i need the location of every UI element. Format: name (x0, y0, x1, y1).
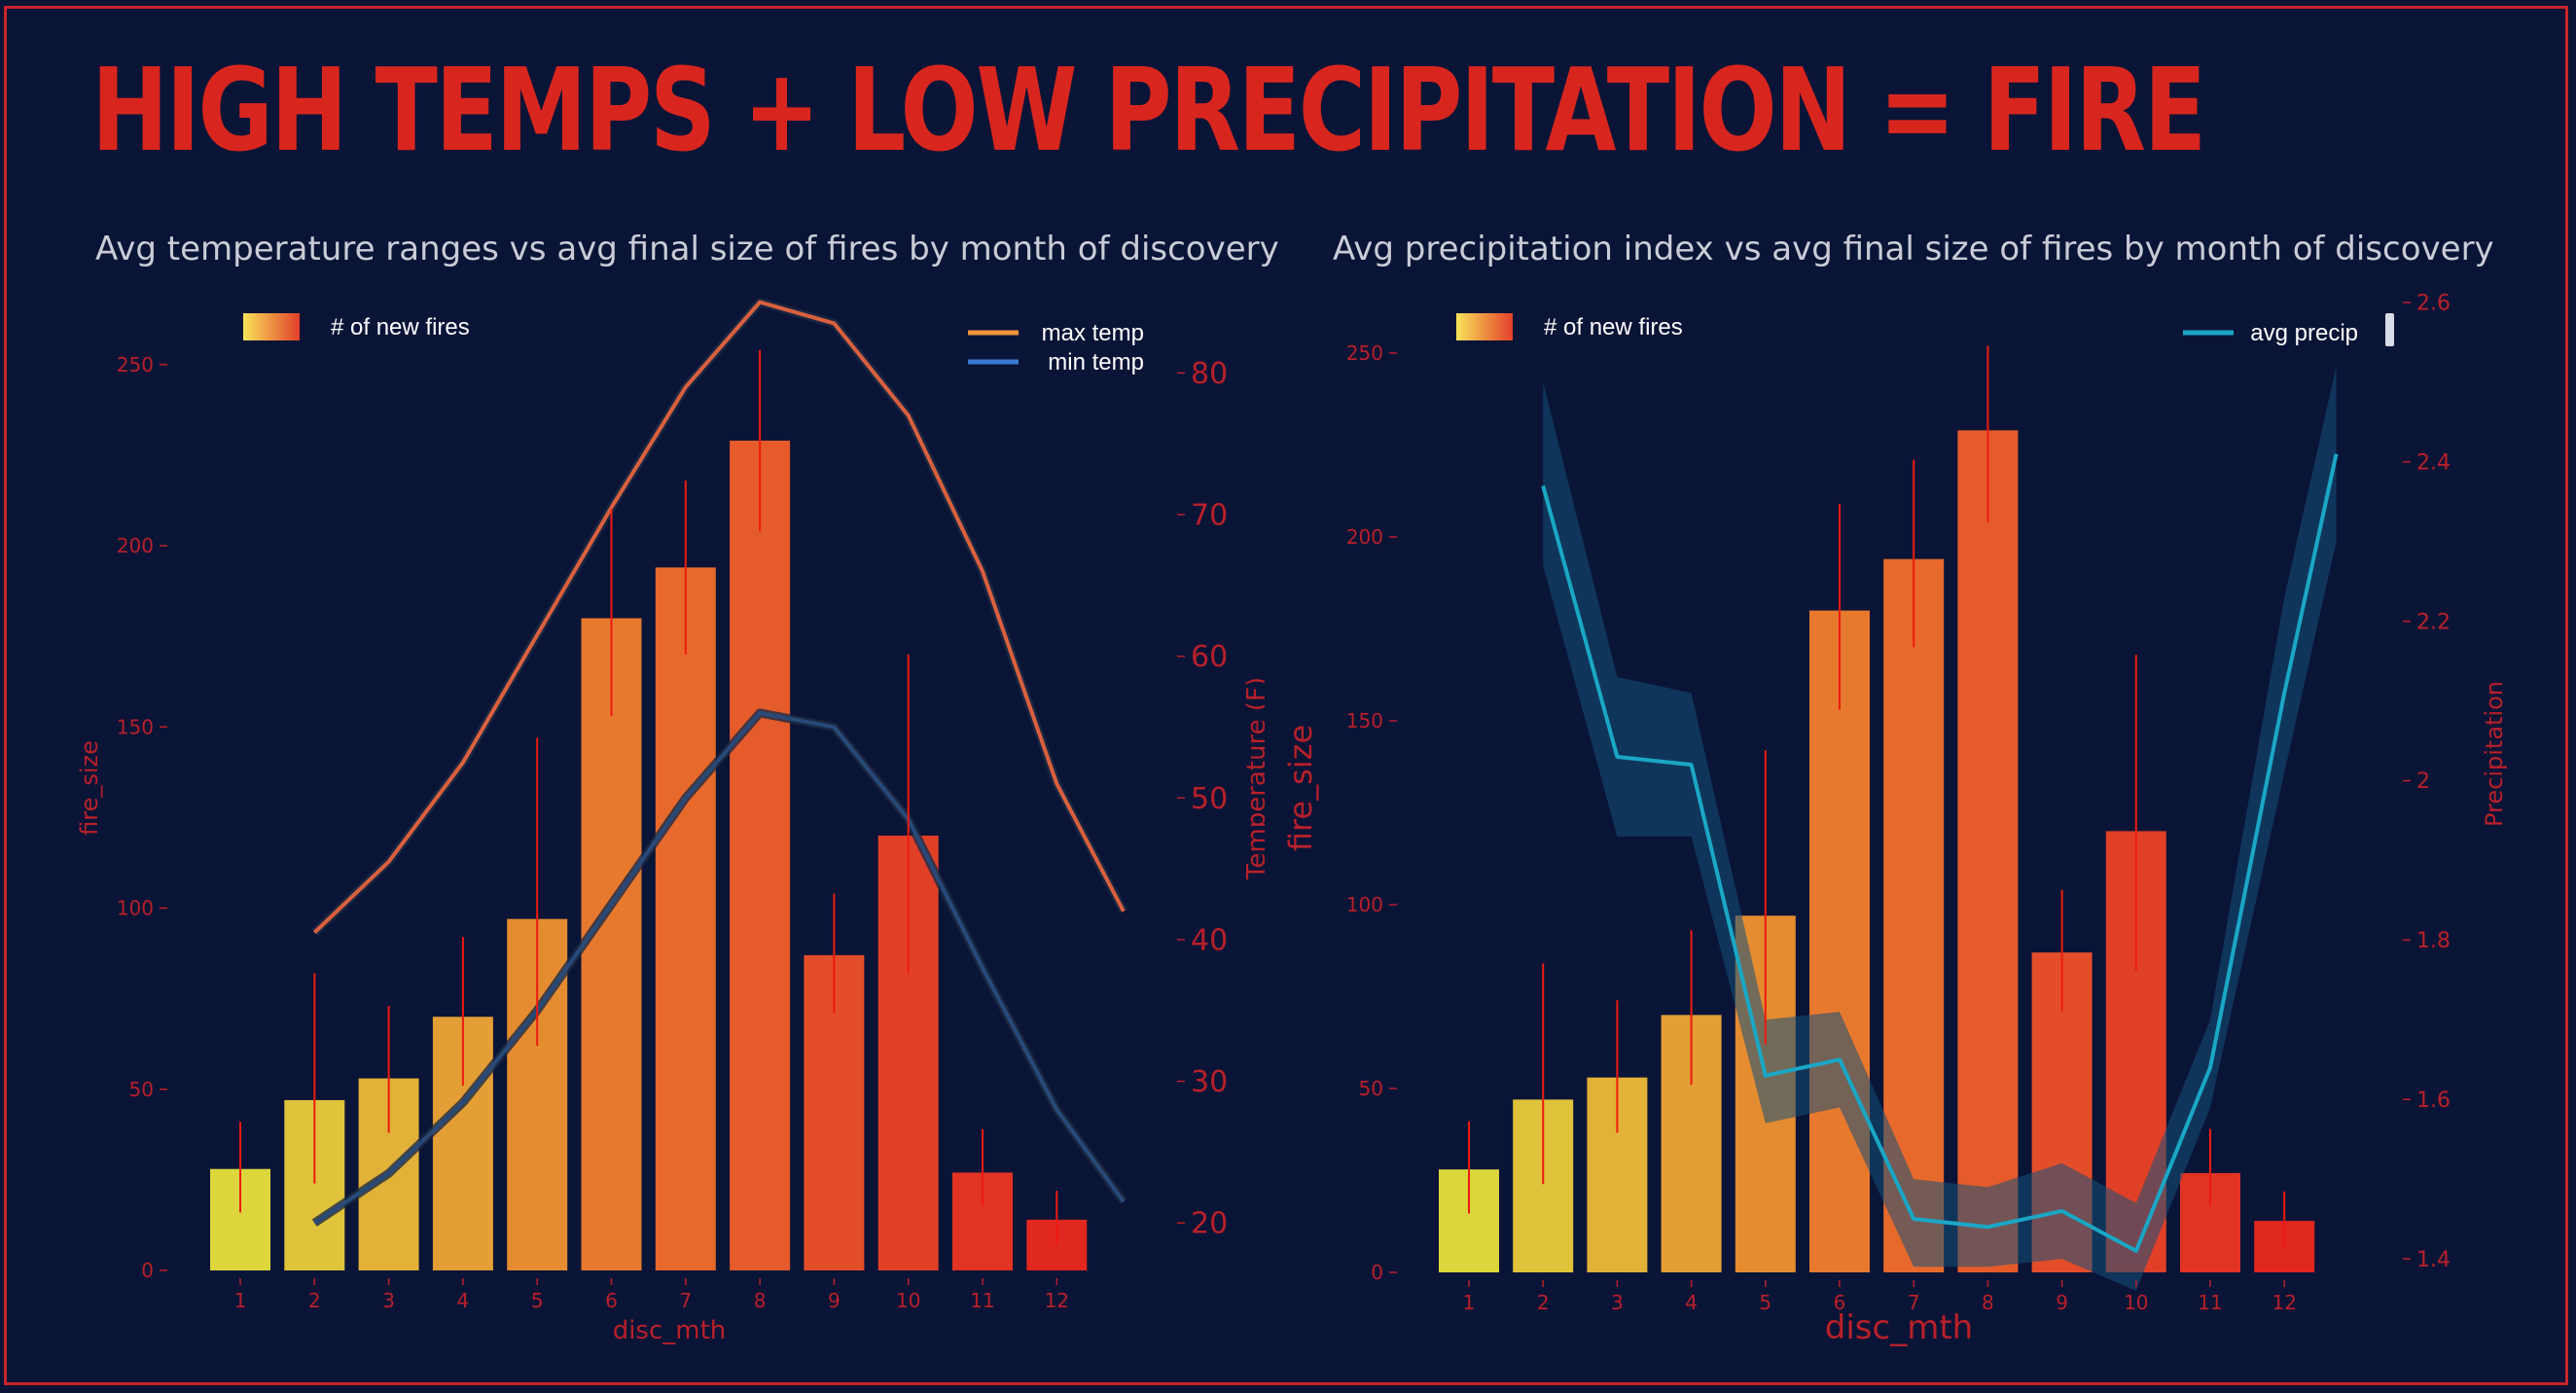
x-tick-label: 6 (605, 1289, 618, 1312)
y-tick-label: 250 (117, 353, 154, 376)
x-tick-label: 3 (382, 1289, 395, 1312)
bar-legend-label: # of new fires (1544, 314, 1683, 340)
secondary-tick-label: 1.6 (2416, 1089, 2451, 1113)
x-tick-label: 12 (2272, 1291, 2296, 1314)
bar-legend-swatch (1456, 313, 1513, 340)
x-tick-label: 12 (1045, 1289, 1069, 1312)
x-tick-label: 5 (531, 1289, 544, 1312)
y-tick-label: 50 (1359, 1077, 1383, 1100)
secondary-tick-label: 70 (1191, 499, 1228, 533)
y-tick-label: 200 (117, 534, 154, 557)
secondary-tick-label: 50 (1191, 782, 1228, 816)
secondary-axis-label: Temperature (F) (1242, 677, 1265, 880)
x-tick-label: 4 (457, 1289, 470, 1312)
x-axis-label: disc_mth (1825, 1308, 1973, 1347)
x-tick-label: 2 (308, 1289, 321, 1312)
series-line (1541, 453, 2339, 1253)
series-line (313, 710, 1126, 1225)
line-legend-label: max temp (1042, 320, 1144, 346)
x-tick-label: 10 (896, 1289, 920, 1312)
x-tick-label: 9 (2056, 1291, 2068, 1314)
x-tick-label: 5 (1759, 1291, 1771, 1314)
secondary-tick-label: 2 (2416, 769, 2430, 794)
series-line (312, 300, 1126, 935)
x-tick-label: 3 (1611, 1291, 1624, 1314)
bar (581, 618, 642, 1270)
page-title: HIGH TEMPS + LOW PRECIPITATION = FIRE (91, 43, 2206, 177)
y-tick-label: 0 (1371, 1261, 1383, 1284)
x-tick-label: 4 (1685, 1291, 1698, 1314)
bar-legend-swatch (243, 313, 300, 340)
secondary-tick-label: 2.4 (2416, 451, 2451, 476)
x-tick-label: 1 (234, 1289, 247, 1312)
right-chart-title: Avg precipitation index vs avg final siz… (1333, 230, 2494, 268)
x-tick-label: 2 (1537, 1291, 1550, 1314)
y-tick-label: 0 (141, 1259, 154, 1282)
secondary-tick-label: 20 (1191, 1207, 1228, 1241)
x-tick-label: 10 (2124, 1291, 2148, 1314)
secondary-tick-label: 2.6 (2416, 292, 2451, 316)
secondary-tick-label: 2.2 (2416, 610, 2451, 634)
confidence-band (1543, 366, 2337, 1291)
y-tick-label: 150 (117, 715, 154, 738)
secondary-tick-label: 80 (1191, 357, 1228, 391)
y-axis-label: fire_size (76, 740, 103, 836)
bar (1957, 430, 2019, 1272)
y-tick-label: 200 (1346, 525, 1383, 549)
y-tick-label: 50 (129, 1078, 154, 1101)
secondary-tick-label: 40 (1191, 923, 1228, 957)
left-chart-title: Avg temperature ranges vs avg final size… (95, 230, 1279, 268)
x-axis-label: disc_mth (613, 1316, 727, 1345)
x-tick-label: 8 (1982, 1291, 1994, 1314)
bar-legend-label: # of new fires (331, 314, 470, 340)
y-tick-label: 150 (1346, 709, 1383, 732)
x-tick-label: 6 (1834, 1291, 1846, 1314)
x-tick-label: 7 (679, 1289, 692, 1312)
secondary-axis-label: Precipitation (2481, 681, 2508, 827)
y-tick-label: 100 (117, 897, 154, 920)
x-tick-label: 9 (828, 1289, 841, 1312)
y-axis-label: fire_size (1282, 725, 1319, 851)
x-tick-label: 8 (754, 1289, 767, 1312)
line-legend-label: min temp (1048, 349, 1144, 375)
x-tick-label: 11 (2198, 1291, 2222, 1314)
bar (1809, 610, 1870, 1272)
x-tick-label: 1 (1463, 1291, 1476, 1314)
x-tick-label: 7 (1908, 1291, 1920, 1314)
legend-scrollbar (2385, 313, 2394, 346)
line-legend-label: avg precip (2250, 320, 2358, 346)
secondary-tick-label: 1.4 (2416, 1248, 2451, 1272)
bar (655, 567, 716, 1270)
secondary-tick-label: 60 (1191, 640, 1228, 674)
secondary-tick-label: 30 (1191, 1065, 1228, 1099)
secondary-tick-label: 1.8 (2416, 929, 2451, 953)
bar (730, 440, 791, 1271)
x-tick-label: 11 (970, 1289, 994, 1312)
y-tick-label: 250 (1346, 341, 1383, 365)
y-tick-label: 100 (1346, 893, 1383, 916)
